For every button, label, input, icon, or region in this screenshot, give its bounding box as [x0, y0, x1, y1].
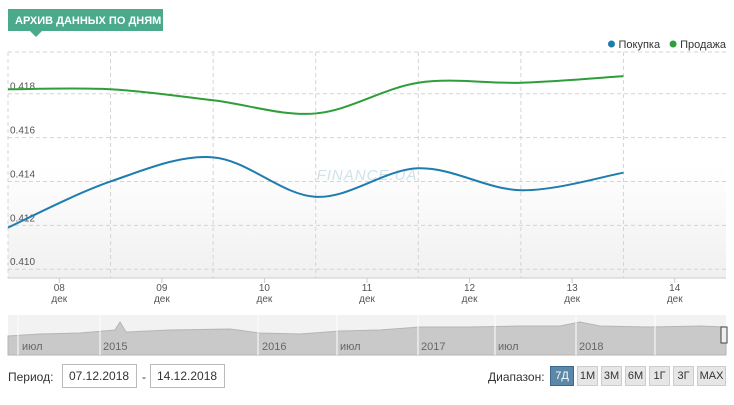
legend-marker: [669, 40, 677, 48]
badge-pointer: [30, 31, 42, 37]
x-tick-label: 13 дек: [564, 283, 580, 305]
navigator-label: июл: [340, 341, 361, 353]
badge-bg: [8, 9, 163, 31]
navigator-label: 2018: [579, 341, 603, 353]
legend-label: Покупка: [618, 39, 660, 51]
badge: АРХИВ ДАННЫХ ПО ДНЯМ: [15, 15, 161, 27]
y-tick-label: 0.416: [10, 126, 35, 137]
chart: АРХИВ ДАННЫХ ПО ДНЯМ июл 2015 2016 июл 2017 и…: [7, 9, 728, 356]
range-button[interactable]: 3Г: [673, 366, 694, 386]
date-to[interactable]: 14.12.2018: [150, 364, 225, 388]
date-from[interactable]: 07.12.2018: [62, 364, 137, 388]
range-label: Диапазон:: [488, 370, 545, 384]
navigator-label: 2016: [262, 341, 286, 353]
x-tick-label: 09 дек: [154, 283, 170, 305]
watermark: FINANCE.UA: [317, 167, 418, 184]
x-tick-label: 11 дек: [359, 283, 375, 305]
navigator-label: июл: [22, 341, 43, 353]
legend-marker: [607, 40, 615, 48]
range-button[interactable]: 7Д: [550, 366, 574, 386]
range-button[interactable]: MAX: [697, 366, 726, 386]
plot-background: [8, 52, 726, 278]
range-button[interactable]: 6М: [625, 366, 646, 386]
y-tick-label: 0.414: [10, 169, 35, 180]
x-tick-label: 08 дек: [51, 283, 67, 305]
legend-label: Продажа: [680, 39, 727, 51]
period-label: Период:: [8, 370, 54, 384]
navigator: июл 2015 2016 июл 2017 июл 2018: [7, 315, 728, 356]
navigator-label: 2015: [103, 341, 127, 353]
navigator-handle[interactable]: [720, 326, 728, 344]
y-tick-label: 0.412: [10, 213, 35, 224]
range-button[interactable]: 3М: [601, 366, 622, 386]
x-tick-label: 12 дек: [462, 283, 478, 305]
series-line: [7, 156, 624, 229]
y-tick-label: 0.410: [10, 257, 35, 268]
navigator-label: июл: [498, 341, 519, 353]
range-button[interactable]: 1М: [577, 366, 598, 386]
range-button[interactable]: 1Г: [649, 366, 670, 386]
x-tick-label: 10 дек: [257, 283, 273, 305]
navigator-area: [7, 321, 727, 356]
y-tick-label: 0.418: [10, 82, 35, 93]
navigator-label: 2017: [421, 341, 445, 353]
date-separator: -: [142, 370, 146, 384]
series-line: [7, 75, 624, 115]
x-tick-label: 14 дек: [667, 283, 683, 305]
